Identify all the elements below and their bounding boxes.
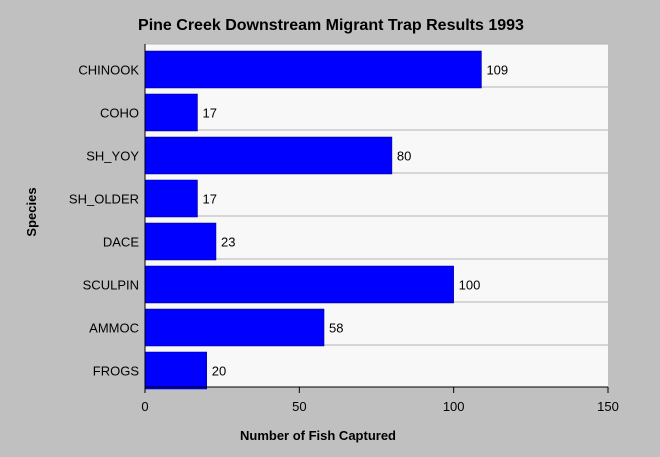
bar-labels: 109 17 80 17 23 100 58 20 bbox=[202, 63, 508, 379]
category-label: SCULPIN bbox=[83, 278, 139, 293]
category-label: COHO bbox=[100, 106, 139, 121]
y-axis-label: Species bbox=[24, 187, 39, 236]
category-label: SH_YOY bbox=[86, 149, 139, 164]
x-tick-label: 50 bbox=[292, 399, 306, 414]
chart-title: Pine Creek Downstream Migrant Trap Resul… bbox=[138, 17, 524, 34]
category-label: CHINOOK bbox=[78, 63, 139, 78]
bar-value-label: 17 bbox=[202, 106, 216, 121]
x-ticks: 0 50 100 150 bbox=[141, 387, 619, 414]
category-label: DACE bbox=[103, 235, 139, 250]
bar-sh-yoy bbox=[144, 136, 393, 175]
bar-frogs bbox=[144, 351, 207, 390]
x-tick-label: 150 bbox=[597, 399, 619, 414]
bar-value-label: 17 bbox=[202, 192, 216, 207]
x-tick-label: 100 bbox=[443, 399, 465, 414]
bar-chinook bbox=[144, 50, 482, 89]
bar-sculpin bbox=[144, 265, 454, 304]
bar-value-label: 20 bbox=[212, 364, 226, 379]
bar-value-label: 109 bbox=[486, 63, 508, 78]
bar-sh-older bbox=[144, 179, 198, 218]
category-label: SH_OLDER bbox=[69, 192, 139, 207]
category-labels: CHINOOK COHO SH_YOY SH_OLDER DACE SCULPIN AMMO… bbox=[69, 63, 139, 379]
bar-value-label: 80 bbox=[397, 149, 411, 164]
bar-ammoc bbox=[144, 308, 325, 347]
category-label: AMMOC bbox=[89, 321, 139, 336]
bar-value-label: 23 bbox=[221, 235, 235, 250]
bar-value-label: 58 bbox=[329, 321, 343, 336]
bar-value-label: 100 bbox=[459, 278, 481, 293]
bar-dace bbox=[144, 222, 217, 261]
x-tick-label: 0 bbox=[141, 399, 148, 414]
category-label: FROGS bbox=[93, 364, 140, 379]
x-axis-label: Number of Fish Captured bbox=[240, 428, 396, 443]
bar-coho bbox=[144, 93, 198, 132]
